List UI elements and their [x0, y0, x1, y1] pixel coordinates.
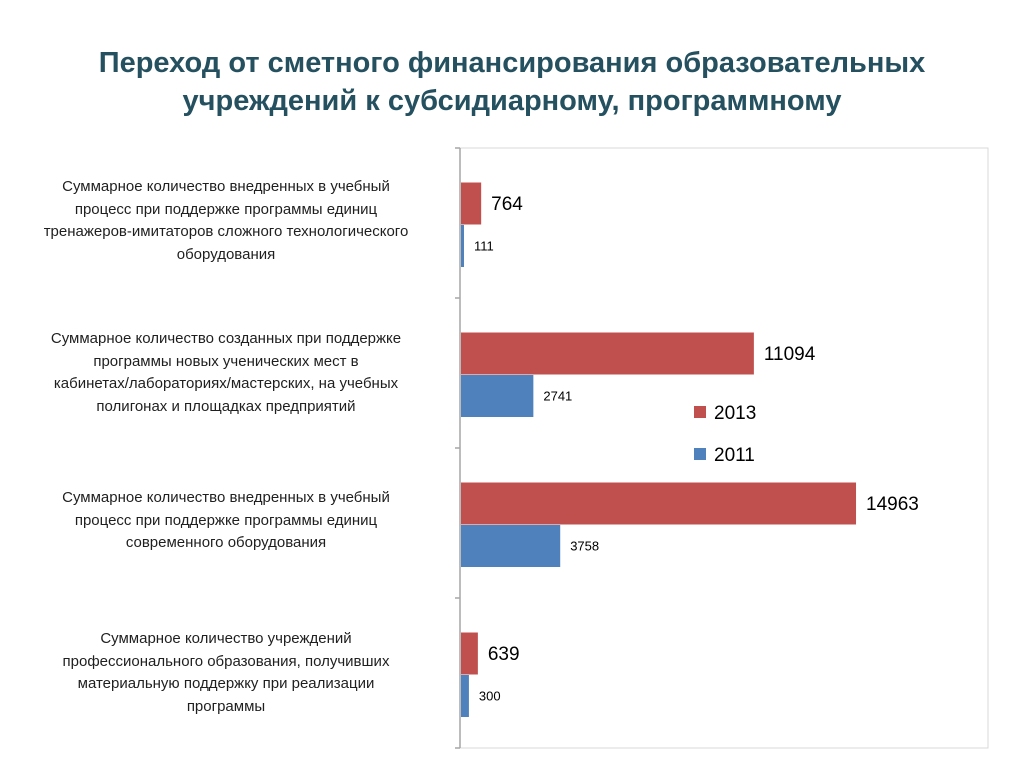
category-label-0-line-3: оборудования — [176, 245, 276, 263]
category-label-0: Суммарное количество внедренных в учебны… — [0, 176, 452, 266]
data-label-2013-3: 639 — [488, 644, 520, 665]
bar-2011-2 — [461, 525, 561, 567]
data-label-2011-0: 111 — [474, 239, 494, 254]
data-label-2013-0: 764 — [491, 194, 523, 215]
data-label-2011-1: 2741 — [543, 389, 572, 404]
bar-2013-0 — [461, 182, 482, 225]
bar-2013-1 — [461, 332, 754, 375]
category-label-3-line-3: программы — [186, 697, 266, 715]
category-label-2-line-2: современного оборудования — [125, 534, 327, 552]
category-label-2: Суммарное количество внедренных в учебны… — [0, 487, 452, 555]
category-label-3: Суммарное количество учреждений профессио… — [0, 628, 452, 718]
data-label-2011-2: 3758 — [570, 539, 599, 554]
bar-2011-1 — [461, 375, 534, 417]
category-label-1-line-0: Суммарное количество созданных при подде… — [50, 330, 402, 347]
data-label-2011-3: 300 — [479, 689, 501, 704]
category-label-1-line-2: кабинетах/лабораториях/мастерских, на уч… — [53, 375, 399, 392]
category-label-1: Суммарное количество созданных при подде… — [0, 328, 452, 418]
bar-2013-2 — [461, 482, 857, 525]
category-label-1-line-3: полигонах и площадках предприятий — [96, 397, 356, 415]
category-label-2-line-0: Суммарное количество внедренных в учебны… — [62, 489, 390, 507]
chart-title-line-2: учреждений к субсидиарному, программному — [182, 85, 842, 117]
category-label-0-line-1: процесс при поддержке программы единиц — [74, 200, 378, 218]
bar-2011-0 — [461, 225, 464, 267]
data-label-2013-2: 14963 — [866, 494, 919, 515]
category-label-1-line-1: программы новых ученических мест в — [93, 352, 359, 370]
data-label-2013-1: 11094 — [764, 344, 816, 365]
chart-title: Переход от сметного финансирования образ… — [40, 44, 984, 120]
legend-swatch-2013 — [694, 406, 706, 418]
category-label-2-line-1: процесс при поддержке программы единиц — [74, 511, 378, 529]
category-label-0-line-0: Суммарное количество внедренных в учебны… — [62, 178, 390, 195]
category-label-0-line-2: тренажеров-имитаторов сложного технологи… — [43, 223, 409, 240]
bar-2011-3 — [461, 675, 469, 717]
category-label-3-line-1: профессионального образования, получивши… — [62, 652, 390, 670]
legend-label-2011: 2011 — [714, 445, 755, 466]
bar-2013-3 — [461, 632, 478, 675]
legend-swatch-2011 — [694, 448, 706, 460]
legend-label-2013: 2013 — [714, 403, 756, 424]
category-label-3-line-2: материальную поддержку при реализации — [77, 675, 375, 692]
chart-title-line-1: Переход от сметного финансирования образ… — [98, 47, 926, 79]
category-label-3-line-0: Суммарное количество учреждений — [100, 630, 352, 647]
